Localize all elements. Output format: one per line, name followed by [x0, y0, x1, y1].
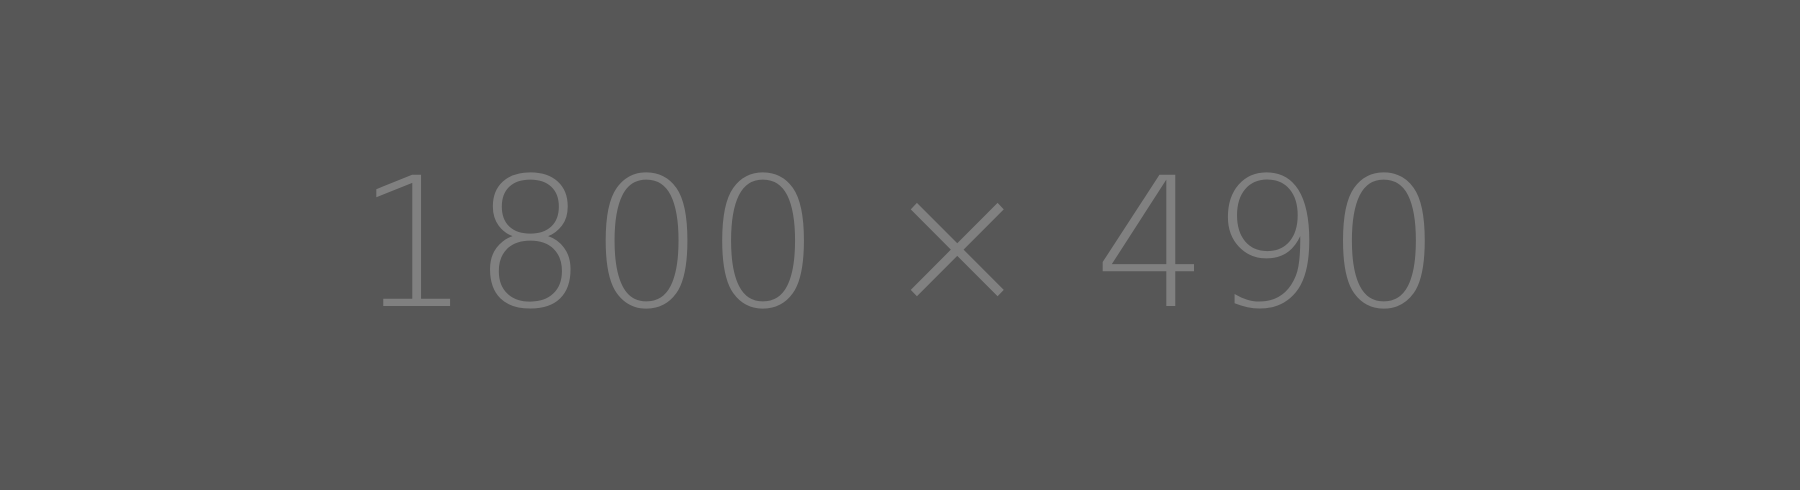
dimensions-label: 1800 × 490: [356, 140, 1444, 349]
